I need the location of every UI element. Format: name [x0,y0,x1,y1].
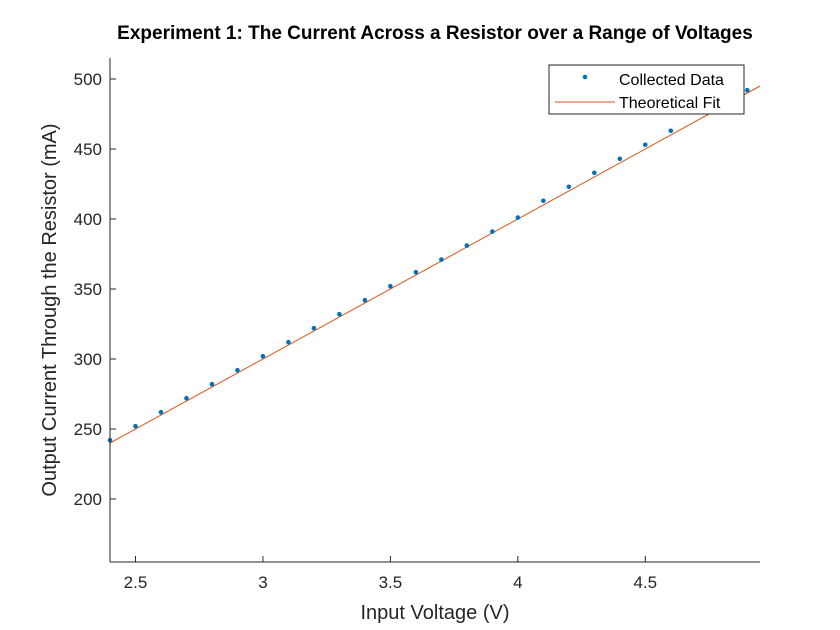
data-point [464,243,470,248]
data-point [566,184,572,190]
data-point [388,283,393,289]
legend-label-collected-data: Collected Data [619,72,724,89]
y-tick-label: 300 [74,350,102,369]
plot-background [110,58,760,562]
data-point [235,367,240,373]
data-point [541,198,546,204]
x-tick-label: 3 [258,573,267,592]
fit-line [109,85,761,444]
y-axis-label: Output Current Through the Resistor (mA) [39,123,61,496]
data-point [744,87,750,93]
x-tick-label: 3.5 [379,573,403,592]
x-tick-label: 4 [513,573,522,592]
data-point [439,257,444,262]
legend-marker-collected-data [582,74,588,80]
y-tick-label: 350 [74,280,102,299]
data-point [209,381,215,387]
data-point [490,229,495,234]
data-layer [107,85,761,444]
data-point [184,395,189,401]
x-tick-label: 2.5 [124,573,148,592]
data-point [668,128,674,134]
y-tick-label: 200 [74,490,102,509]
x-tick-label: 4.5 [633,573,657,592]
data-point [337,311,342,317]
data-point [515,215,521,220]
data-point [260,353,266,359]
data-point [158,409,164,415]
y-tick-label: 450 [74,140,102,159]
data-point [592,170,597,176]
data-point [362,297,368,303]
y-tick-label: 400 [74,210,102,229]
data-point [617,156,623,162]
data-point [642,142,648,148]
legend-label-theoretical-fit: Theoretical Fit [619,95,721,112]
data-point [286,339,291,345]
data-point [311,325,317,331]
y-tick-label: 250 [74,420,102,439]
data-point [413,269,419,275]
x-axis-label: Input Voltage (V) [361,602,510,624]
chart-title: Experiment 1: The Current Across a Resis… [117,23,753,44]
data-point [133,423,138,429]
y-tick-label: 500 [74,70,102,89]
axes-layer: 2.5 3 3.5 4 4.5 200 250 300 350 400 450 500 [74,58,760,592]
legend: Collected Data Theoretical Fit [548,64,745,115]
legend-box [548,64,745,115]
